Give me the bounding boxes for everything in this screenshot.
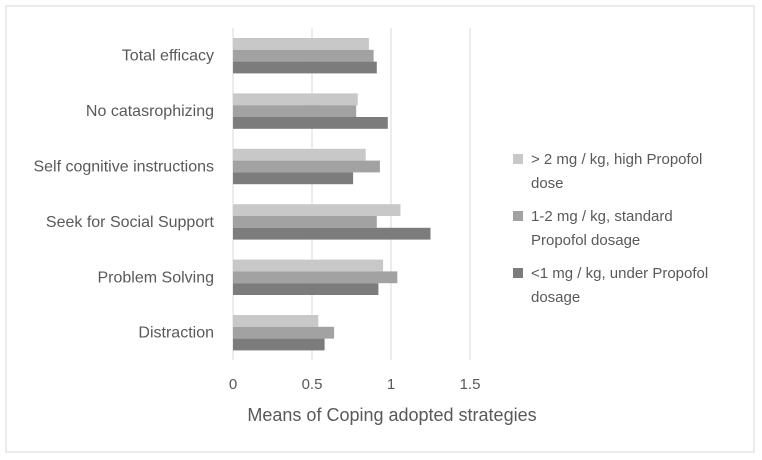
bar-1-3 xyxy=(233,148,366,161)
legend-swatch xyxy=(513,268,523,278)
category-label: Total efficacy xyxy=(122,48,214,65)
x-tick-labels: 0 0.5 1 1.5 xyxy=(229,376,481,393)
bar-1-5 xyxy=(233,259,384,272)
legend-label: dosage xyxy=(531,289,580,306)
x-tick-label: 1 xyxy=(387,376,395,393)
bar-1-6 xyxy=(233,315,319,327)
bar-3-4 xyxy=(233,227,431,240)
bar-3-1 xyxy=(233,61,377,74)
bar-3-2 xyxy=(233,117,388,129)
legend-swatch xyxy=(513,211,523,221)
legend-swatch xyxy=(513,154,523,164)
category-label: Problem Solving xyxy=(98,269,215,286)
bar-3-3 xyxy=(233,172,354,185)
legend: > 2 mg / kg, high Propofol dose 1-2 mg / k… xyxy=(513,151,708,306)
bar-2-4 xyxy=(233,216,377,228)
legend-label: <1 mg / kg, under Propofol xyxy=(531,265,708,282)
category-label: Self cognitive instructions xyxy=(33,159,214,176)
bar-2-6 xyxy=(233,326,335,339)
x-tick-label: 0.5 xyxy=(302,376,323,393)
bars xyxy=(233,38,431,351)
x-tick-label: 1.5 xyxy=(460,376,481,393)
bar-2-3 xyxy=(233,160,380,173)
category-labels: Total efficacy No catasrophizing Self cogn… xyxy=(33,48,214,342)
bar-3-5 xyxy=(233,283,379,295)
x-axis-title: Means of Coping adopted strategies xyxy=(247,405,536,425)
legend-label: > 2 mg / kg, high Propofol xyxy=(531,151,702,168)
x-tick-label: 0 xyxy=(229,376,237,393)
bar-2-5 xyxy=(233,271,398,284)
bar-1-2 xyxy=(233,93,358,106)
bar-2-1 xyxy=(233,49,374,62)
bar-1-1 xyxy=(233,38,369,50)
gridlines xyxy=(232,28,471,360)
legend-label: dose xyxy=(531,175,564,192)
category-label: Seek for Social Support xyxy=(46,214,215,231)
bar-1-4 xyxy=(233,204,401,216)
legend-label: Propofol dosage xyxy=(531,232,640,249)
bar-3-6 xyxy=(233,338,325,351)
bar-2-2 xyxy=(233,105,357,117)
category-label: Distraction xyxy=(138,325,214,342)
category-label: No catasrophizing xyxy=(86,103,214,120)
legend-label: 1-2 mg / kg, standard xyxy=(531,208,673,225)
